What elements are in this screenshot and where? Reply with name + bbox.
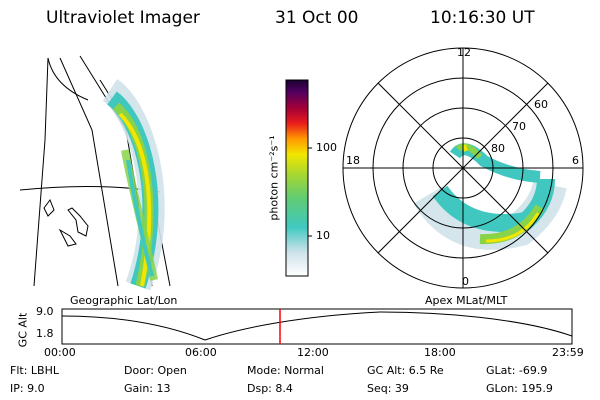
info-glon: GLon: 195.9	[486, 382, 553, 395]
mlt-label-12: 12	[457, 46, 471, 59]
map-meridian	[33, 57, 49, 287]
info-filter: Flt: LBHL	[10, 364, 59, 377]
colorbar-unit-label: photon cm⁻²s⁻¹	[267, 135, 281, 221]
mlt-label-6: 6	[572, 154, 579, 167]
info-seq: Seq: 39	[367, 382, 409, 395]
time-tick-0600: 06:00	[185, 346, 217, 359]
mlt-diagonal	[377, 82, 549, 254]
app-title: Ultraviolet Imager	[46, 8, 200, 28]
info-glat: GLat: -69.9	[486, 364, 548, 377]
right-panel-caption: Apex MLat/MLT	[425, 294, 508, 307]
polar-mlat-mlt-plot	[342, 47, 584, 289]
coastline	[43, 198, 89, 247]
info-door: Door: Open	[124, 364, 187, 377]
map-parallel	[47, 57, 89, 101]
left-panel-caption: Geographic Lat/Lon	[70, 294, 178, 307]
colorbar	[285, 79, 312, 277]
aurora-arc	[101, 79, 165, 290]
altitude-timeline-plot	[61, 308, 573, 345]
lat-label-80: 80	[491, 142, 505, 155]
colorbar-tick-10: 10	[316, 229, 330, 242]
altitude-tick-1-8: 1.8	[36, 327, 54, 340]
lat-label-70: 70	[512, 120, 526, 133]
map-meridian	[59, 57, 119, 287]
time-tick-1800: 18:00	[424, 346, 456, 359]
info-dsp: Dsp: 8.4	[247, 382, 293, 395]
mlt-label-0: 0	[462, 275, 469, 288]
lat-label-60: 60	[534, 98, 548, 111]
info-gc-alt: GC Alt: 6.5 Re	[367, 364, 444, 377]
altitude-tick-9: 9.0	[36, 305, 54, 318]
info-gain: Gain: 13	[124, 382, 171, 395]
colorbar-scale	[285, 79, 309, 277]
altitude-axis-label: GC Alt	[16, 312, 30, 348]
geographic-map-panel	[20, 55, 171, 290]
mlt-label-18: 18	[346, 154, 360, 167]
header-time: 10:16:30 UT	[430, 8, 535, 28]
altitude-plot-frame	[61, 308, 573, 345]
time-tick-1200: 12:00	[297, 346, 329, 359]
altitude-curve	[61, 311, 573, 341]
time-tick-2359: 23:59	[552, 346, 584, 359]
time-tick-0000: 00:00	[44, 346, 76, 359]
info-ip: IP: 9.0	[10, 382, 45, 395]
header-date: 31 Oct 00	[275, 8, 359, 28]
colorbar-tick-100: 100	[316, 141, 337, 154]
info-mode: Mode: Normal	[247, 364, 324, 377]
